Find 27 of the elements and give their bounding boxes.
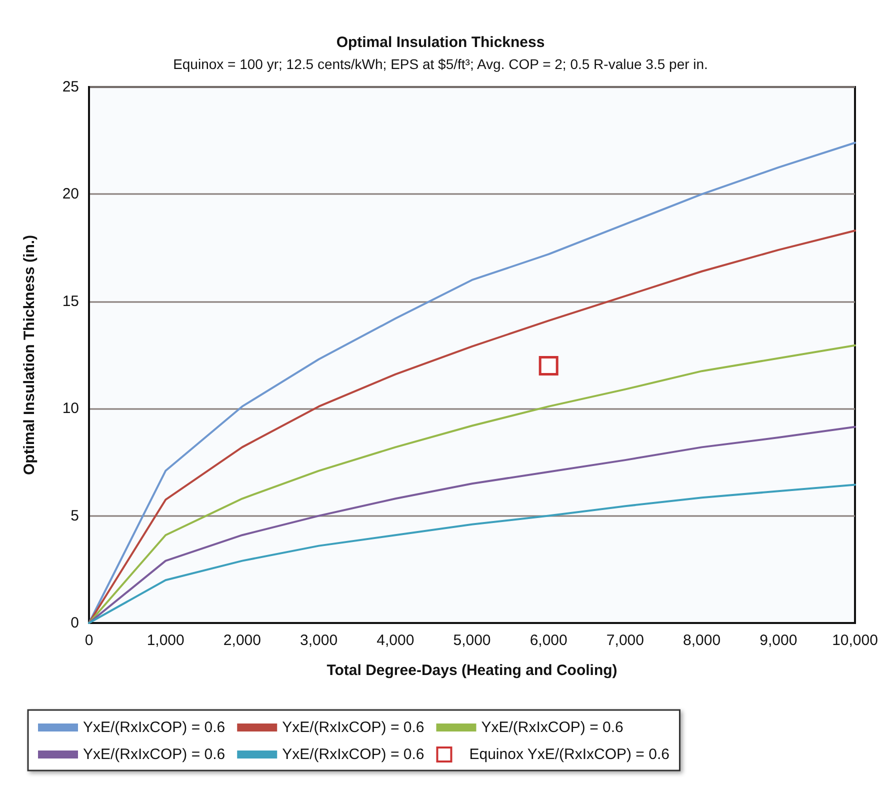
y-axis-title: Optimal Insulation Thickness (in.)	[21, 234, 38, 476]
x-tick-label: 4,000	[376, 632, 414, 649]
y-tick-label: 20	[62, 186, 79, 203]
x-tick-label: 1,000	[146, 632, 184, 649]
chart-subtitle: Equinox = 100 yr; 12.5 cents/kWh; EPS at $5/ft³; Avg. COP = 2; 0.5 R-value 3.5 per in.	[173, 56, 708, 72]
y-tick-label: 10	[62, 400, 79, 418]
x-tick-label: 0	[84, 632, 94, 649]
y-tick-label: 15	[62, 292, 79, 310]
x-tick-label: 10,000	[832, 632, 878, 649]
y-tick-label: 5	[70, 507, 79, 524]
legend-label: Equinox YxE/(RxIxCOP) = 0.6	[469, 746, 670, 763]
y-tick-label: 25	[62, 78, 79, 96]
x-axis-title: Total Degree-Days (Heating and Cooling)	[326, 662, 618, 679]
legend-label: YxE/(RxIxCOP) = 0.6	[83, 719, 226, 736]
x-tick-label: 6,000	[530, 632, 568, 649]
x-tick-label: 9,000	[760, 632, 798, 649]
y-tick-label: 0	[70, 614, 79, 632]
legend-label: YxE/(RxIxCOP) = 0.6	[481, 719, 624, 736]
chart-title: Optimal Insulation Thickness	[336, 34, 545, 51]
x-tick-label: 7,000	[606, 632, 644, 649]
x-tick-label: 5,000	[453, 632, 491, 649]
legend-label: YxE/(RxIxCOP) = 0.6	[83, 746, 226, 763]
legend-label: YxE/(RxIxCOP) = 0.6	[282, 719, 424, 736]
x-tick-label: 2,000	[223, 632, 261, 649]
x-tick-label: 8,000	[683, 632, 721, 649]
legend-label: YxE/(RxIxCOP) = 0.6	[282, 746, 424, 763]
x-tick-label: 3,000	[300, 632, 338, 649]
